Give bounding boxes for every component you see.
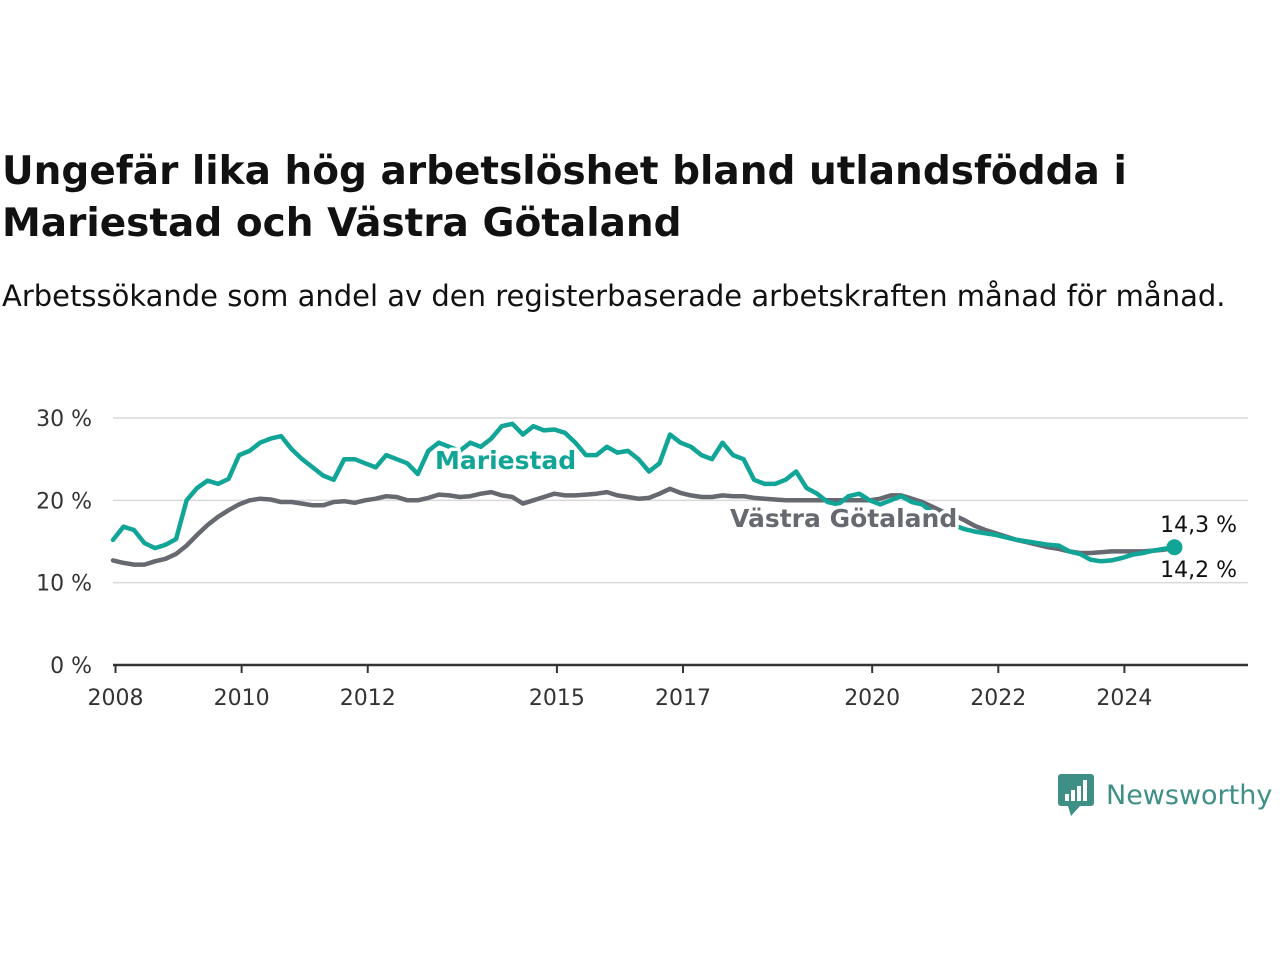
series-end-marker-mariestad bbox=[1166, 539, 1183, 556]
x-tick-label: 2012 bbox=[340, 686, 396, 711]
chart-labels: Mariestad Västra Götaland 14,3 % 14,2 % bbox=[432, 443, 1240, 586]
brand-name: Newsworthy bbox=[1106, 779, 1273, 811]
end-value-label-mariestad: 14,3 % bbox=[1160, 513, 1237, 538]
end-value-label-vastra-gotaland: 14,2 % bbox=[1160, 558, 1237, 583]
newsworthy-chart-bubble-icon bbox=[1058, 774, 1094, 816]
x-tick-label: 2010 bbox=[214, 686, 270, 711]
series-label-mariestad: Mariestad bbox=[435, 446, 576, 475]
chart-series bbox=[110, 421, 1183, 567]
y-axis: 0 % 10 % 20 % 30 % bbox=[36, 407, 92, 679]
y-tick-label: 20 % bbox=[36, 489, 92, 514]
x-tick-label: 2008 bbox=[88, 686, 144, 711]
chart-subtitle: Arbetssökande som andel av den registerb… bbox=[2, 279, 1226, 313]
series-line-mariestad bbox=[110, 421, 1177, 564]
y-tick-label: 10 % bbox=[36, 572, 92, 597]
chart-grid bbox=[113, 417, 1248, 584]
x-tick-label: 2022 bbox=[970, 686, 1026, 711]
x-tick-label: 2024 bbox=[1096, 686, 1152, 711]
x-axis: 2008 2010 2012 2015 2017 2020 2022 2024 bbox=[88, 663, 1248, 711]
brand-logo[interactable]: Newsworthy bbox=[1058, 772, 1272, 818]
x-tick-label: 2017 bbox=[655, 686, 711, 711]
series-label-vastra-gotaland: Västra Götaland bbox=[730, 504, 957, 533]
x-tick-label: 2015 bbox=[529, 686, 585, 711]
chart-title: Ungefär lika hög arbetslöshet bland utla… bbox=[2, 149, 1127, 246]
x-tick-label: 2020 bbox=[844, 686, 900, 711]
y-tick-label: 0 % bbox=[50, 654, 92, 679]
y-tick-label: 30 % bbox=[36, 407, 92, 432]
